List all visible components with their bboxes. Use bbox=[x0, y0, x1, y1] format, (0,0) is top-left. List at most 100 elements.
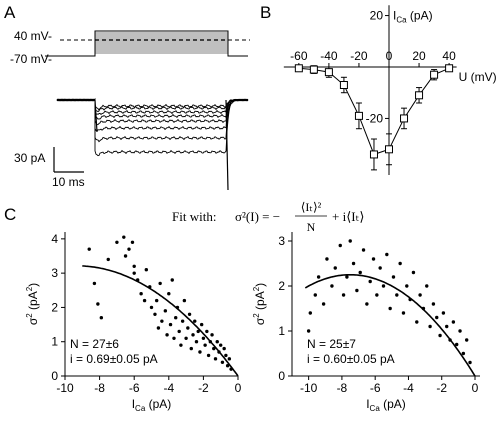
b-y-tick-label: -20 bbox=[366, 111, 384, 125]
data-point bbox=[313, 293, 317, 297]
current-trace bbox=[56, 98, 249, 157]
data-point bbox=[115, 240, 119, 244]
data-point bbox=[174, 316, 178, 320]
data-point bbox=[222, 346, 226, 351]
data-point bbox=[381, 284, 386, 288]
data-point bbox=[132, 271, 136, 275]
data-point bbox=[330, 284, 334, 288]
data-point bbox=[375, 293, 379, 297]
annotation: i = 0.69±0.05 pA bbox=[70, 352, 158, 366]
data-point bbox=[348, 239, 352, 243]
data-point bbox=[365, 302, 369, 306]
x-tick-label: -8 bbox=[337, 381, 348, 395]
x-tick-label: -8 bbox=[94, 381, 105, 395]
onset-spike bbox=[94, 99, 98, 133]
data-point bbox=[154, 298, 159, 303]
data-point bbox=[196, 329, 200, 334]
x-tick-label: 0 bbox=[472, 381, 479, 395]
panel-label-B: B bbox=[260, 3, 271, 22]
data-point bbox=[87, 247, 91, 251]
data-point bbox=[167, 292, 171, 296]
data-point bbox=[435, 315, 439, 320]
fit-curve bbox=[82, 265, 239, 377]
data-point bbox=[203, 343, 207, 347]
voltage-protocol bbox=[45, 30, 250, 57]
data-point bbox=[391, 275, 396, 279]
data-point bbox=[219, 343, 223, 347]
data-point bbox=[333, 266, 337, 270]
data-point bbox=[458, 329, 462, 333]
b-x-tick-label: 20 bbox=[412, 49, 426, 63]
data-point bbox=[401, 311, 406, 315]
data-point bbox=[398, 261, 402, 266]
data-point bbox=[165, 333, 169, 337]
data-point bbox=[227, 357, 232, 361]
b-x-tick-label: -20 bbox=[350, 49, 368, 63]
panel-label-C: C bbox=[4, 205, 16, 224]
data-point bbox=[411, 270, 416, 275]
data-point bbox=[308, 311, 313, 315]
data-point bbox=[316, 275, 321, 279]
x-tick-label: -6 bbox=[370, 381, 381, 395]
formula-lhs: σ²(I) = − bbox=[235, 209, 280, 224]
formula-rhs: + i⟨Iₜ⟩ bbox=[332, 209, 365, 224]
y-tick-label: 4 bbox=[51, 232, 58, 246]
x-tick-label: 0 bbox=[235, 381, 242, 395]
data-point bbox=[149, 305, 154, 310]
x-tick-label: -10 bbox=[56, 381, 74, 395]
data-point bbox=[445, 324, 449, 329]
data-point bbox=[187, 312, 192, 316]
data-point bbox=[170, 278, 174, 282]
voltage-label-minus70: -70 mV- bbox=[10, 52, 52, 66]
data-point bbox=[132, 264, 136, 268]
data-point bbox=[468, 360, 472, 365]
data-point bbox=[325, 257, 329, 261]
data-point bbox=[455, 342, 459, 347]
panel-b-iv-curve: -60 -40 -20 0 20 40 20 -20 ICa (pA) U (mV) bbox=[283, 5, 497, 176]
data-point bbox=[464, 338, 469, 342]
data-point bbox=[212, 346, 216, 351]
data-point bbox=[415, 320, 419, 324]
tail-current-spike bbox=[225, 99, 229, 191]
data-point bbox=[182, 298, 187, 303]
b-x-tick-label: 0 bbox=[386, 49, 393, 63]
x-axis-label: ICa (pA) bbox=[132, 397, 172, 413]
x-tick-label: -6 bbox=[129, 381, 140, 395]
data-point bbox=[179, 343, 183, 347]
scalebar-time-label: 10 ms bbox=[52, 175, 85, 189]
data-point bbox=[431, 302, 436, 306]
x-tick-label: -4 bbox=[163, 381, 174, 395]
data-point bbox=[92, 281, 97, 286]
data-point bbox=[395, 293, 399, 297]
current-trace bbox=[56, 98, 249, 132]
data-point bbox=[428, 324, 432, 329]
data-point bbox=[180, 319, 185, 323]
data-point bbox=[160, 319, 164, 323]
panel-c-right-scatter: -10 -8 -6 -4 -2 0 0 1 2 3 ICa (pA) σ2 (pA2) N = 25±7… bbox=[252, 232, 480, 413]
data-point bbox=[405, 284, 409, 288]
data-point bbox=[388, 306, 392, 311]
data-point bbox=[153, 312, 157, 316]
data-point bbox=[139, 292, 143, 296]
data-point bbox=[321, 302, 326, 306]
b-x-tick-label: 40 bbox=[442, 49, 456, 63]
b-data-point bbox=[445, 64, 454, 73]
data-point bbox=[371, 257, 376, 261]
data-point bbox=[177, 329, 181, 334]
formula-denominator: N bbox=[307, 220, 316, 234]
y-axis-label: σ2 (pA2) bbox=[252, 283, 267, 325]
b-data-point bbox=[385, 145, 393, 154]
y-tick-label: 2 bbox=[51, 300, 58, 314]
data-point bbox=[123, 254, 128, 258]
voltage-label-40: 40 mV- bbox=[14, 29, 52, 43]
fit-formula: Fit with: σ²(I) = − ⟨Iₜ⟩² N + i⟨Iₜ⟩ bbox=[172, 200, 365, 234]
data-point bbox=[378, 266, 382, 270]
data-point bbox=[438, 333, 442, 338]
annotation: N = 27±6 bbox=[70, 337, 119, 351]
data-point bbox=[341, 293, 346, 297]
data-point bbox=[358, 270, 362, 275]
data-point bbox=[144, 268, 149, 272]
b-data-point bbox=[430, 70, 439, 79]
x-tick-label: -4 bbox=[403, 381, 414, 395]
